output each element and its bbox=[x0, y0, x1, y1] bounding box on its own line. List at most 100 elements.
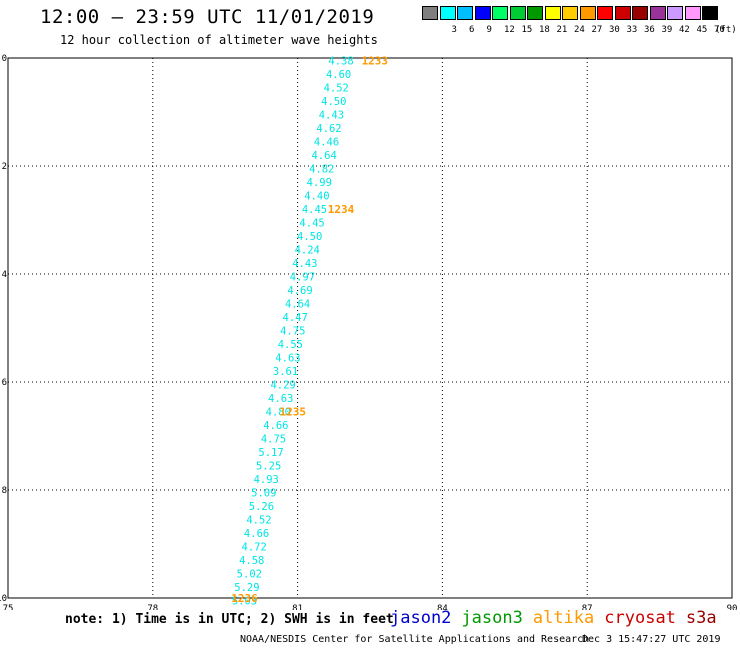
legend-label: 9 bbox=[486, 25, 492, 35]
pass-time-label: 1234 bbox=[328, 203, 355, 216]
wave-height-value: 4.82 bbox=[309, 164, 334, 176]
lon-tick-label: 84 bbox=[437, 604, 448, 610]
lat-tick-label: -8 bbox=[0, 486, 7, 496]
wave-height-value: 4.43 bbox=[292, 258, 317, 270]
wave-height-value: 5.17 bbox=[258, 447, 283, 459]
footer-timestamp: Dec 3 15:47:27 UTC 2019 bbox=[582, 634, 721, 645]
legend-label: 18 bbox=[539, 25, 550, 35]
wave-height-value: 4.69 bbox=[287, 285, 312, 297]
wave-height-value: 4.46 bbox=[314, 137, 339, 149]
legend-swatch bbox=[684, 6, 701, 20]
satellite-s3a: s3a bbox=[685, 608, 717, 628]
wave-height-value: 4.75 bbox=[261, 434, 286, 446]
legend-label: 3 bbox=[451, 25, 457, 35]
satellite-altika: altika bbox=[532, 608, 595, 628]
wave-height-value: 4.50 bbox=[297, 231, 322, 243]
note-text: note: 1) Time is in UTC; 2) SWH is in fe… bbox=[65, 612, 394, 627]
footer-credit: NOAA/NESDIS Center for Satellite Applica… bbox=[240, 634, 590, 645]
wave-height-value: 4.64 bbox=[285, 299, 310, 311]
wave-height-value: 5.25 bbox=[256, 461, 281, 473]
legend-swatch bbox=[649, 6, 666, 20]
legend-swatch bbox=[562, 6, 578, 20]
axis-tick-labels: 75 78 81 84 87 90 0 -2 -4 -6 -8 -10 bbox=[0, 54, 737, 610]
wave-height-value: 4.43 bbox=[319, 110, 344, 122]
wave-height-value: 4.80 bbox=[266, 407, 291, 419]
legend-label: 30 bbox=[609, 25, 620, 35]
legend-label: 6 bbox=[469, 25, 475, 35]
legend-swatch bbox=[457, 6, 473, 20]
legend-label: 33 bbox=[626, 25, 638, 35]
wave-height-value: 5.29 bbox=[234, 582, 259, 594]
legend-label: 15 bbox=[521, 25, 533, 35]
legend-label: 27 bbox=[591, 25, 603, 35]
wave-height-value: 4.45 bbox=[302, 204, 327, 216]
lat-tick-label: 0 bbox=[2, 54, 7, 64]
legend-swatch bbox=[632, 6, 648, 20]
legend-swatch bbox=[614, 6, 631, 20]
wave-height-value: 4.72 bbox=[242, 542, 267, 554]
wave-height-value: 4.47 bbox=[283, 312, 308, 324]
wave-height-value: 4.58 bbox=[239, 555, 264, 567]
map-title: 12:00 – 23:59 UTC 11/01/2019 bbox=[40, 6, 375, 28]
wave-height-value: 4.45 bbox=[299, 218, 324, 230]
wave-height-value: 4.40 bbox=[304, 191, 329, 203]
map-frame bbox=[7, 57, 733, 599]
wave-height-value: 4.62 bbox=[316, 123, 341, 135]
time-labels: 1233 1234 1235 1236 bbox=[231, 55, 388, 605]
legend-swatch bbox=[597, 6, 613, 20]
legend-swatch bbox=[527, 6, 543, 20]
lon-tick-label: 81 bbox=[292, 604, 303, 610]
wave-height-value: 4.55 bbox=[278, 339, 303, 351]
legend-label: 21 bbox=[556, 25, 568, 35]
lat-tick-label: -6 bbox=[0, 378, 7, 388]
legend-label: 42 bbox=[679, 25, 690, 35]
legend-swatch bbox=[492, 6, 508, 20]
map-subtitle: 12 hour collection of altimeter wave hei… bbox=[60, 33, 378, 47]
wave-height-labels: 4.384.604.524.504.434.624.464.644.824.99… bbox=[232, 56, 354, 608]
legend-label: 12 bbox=[504, 25, 515, 35]
wave-height-value: 4.66 bbox=[244, 528, 269, 540]
legend-label: 45 bbox=[696, 25, 708, 35]
legend-label: 70 bbox=[714, 25, 725, 35]
satellite-jason2: jason2 bbox=[390, 608, 452, 628]
lat-tick-label: -4 bbox=[0, 270, 7, 280]
wave-height-value: 4.99 bbox=[307, 177, 332, 189]
legend-swatch bbox=[702, 6, 718, 20]
pass-time-label: 1236 bbox=[231, 592, 258, 605]
wave-height-value: 4.93 bbox=[254, 474, 279, 486]
wave-height-value: 4.66 bbox=[263, 420, 288, 432]
satellite-legend: jason2 jason3 altika cryosat s3a bbox=[390, 608, 727, 628]
wave-height-value: 5.09 bbox=[251, 488, 276, 500]
wave-height-value: 4.63 bbox=[275, 353, 300, 365]
legend-label: 36 bbox=[644, 25, 655, 35]
lon-tick-label: 87 bbox=[582, 604, 593, 610]
wave-height-value: 4.52 bbox=[324, 83, 349, 95]
wave-height-value: 4.50 bbox=[321, 96, 346, 108]
wave-height-value: 4.64 bbox=[311, 150, 336, 162]
legend-swatch bbox=[509, 6, 526, 20]
wave-height-value: 5.02 bbox=[237, 569, 262, 581]
lon-tick-label: 78 bbox=[147, 604, 158, 610]
legend-swatch bbox=[544, 6, 561, 20]
lat-tick-label: -2 bbox=[0, 162, 7, 172]
wave-height-value: 4.24 bbox=[295, 245, 320, 257]
wave-height-value: 4.60 bbox=[326, 69, 351, 81]
legend-label: 39 bbox=[661, 25, 673, 35]
wave-height-value: 4.38 bbox=[328, 56, 353, 68]
lon-tick-label: 90 bbox=[727, 604, 738, 610]
legend-swatch bbox=[579, 6, 596, 20]
wave-height-value: 4.97 bbox=[290, 272, 315, 284]
grid-lines bbox=[8, 58, 732, 598]
lat-tick-label: -10 bbox=[0, 594, 7, 604]
legend-label: 24 bbox=[574, 25, 585, 35]
legend-swatch bbox=[667, 6, 683, 20]
legend-swatch bbox=[474, 6, 491, 20]
legend-swatch bbox=[439, 6, 456, 20]
pass-time-label: 1235 bbox=[280, 406, 307, 419]
lon-tick-label: 75 bbox=[3, 604, 14, 610]
legend-swatch bbox=[422, 6, 438, 20]
satellite-cryosat: cryosat bbox=[604, 608, 676, 628]
wave-height-value: 4.75 bbox=[280, 326, 305, 338]
wave-height-value: 5.03 bbox=[232, 596, 257, 608]
